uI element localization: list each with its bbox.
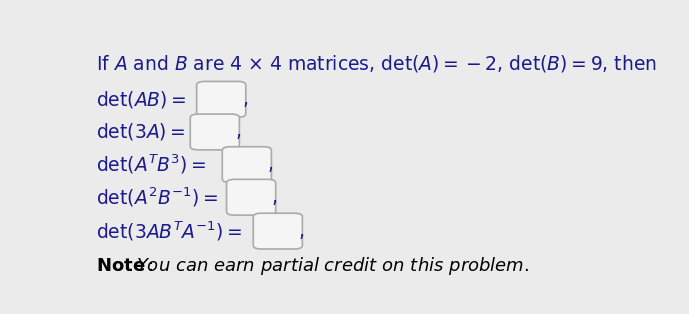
FancyBboxPatch shape [190, 114, 239, 150]
Text: det$(\mathit{A}^2 \mathit{B}^{-1}) = $: det$(\mathit{A}^2 \mathit{B}^{-1}) = $ [96, 186, 218, 209]
Text: ,: , [268, 155, 274, 174]
Text: det$(3\mathit{A}\mathit{B}^T \mathit{A}^{-1}) = $: det$(3\mathit{A}\mathit{B}^T \mathit{A}^… [96, 219, 242, 243]
FancyBboxPatch shape [223, 147, 271, 182]
Text: det$(\mathit{A}^T \mathit{B}^3) = $: det$(\mathit{A}^T \mathit{B}^3) = $ [96, 153, 206, 176]
Text: ,: , [298, 222, 305, 241]
Text: $\it{You\ can\ earn\ partial\ credit\ on\ this\ problem.}$: $\it{You\ can\ earn\ partial\ credit\ on… [136, 255, 529, 277]
Text: ,: , [236, 122, 242, 142]
Text: ,: , [272, 188, 278, 207]
Text: If $\mathit{A}$ and $\mathit{B}$ are 4 $\times$ 4 matrices, det$(\mathit{A}) = -: If $\mathit{A}$ and $\mathit{B}$ are 4 $… [96, 52, 657, 73]
FancyBboxPatch shape [196, 81, 246, 117]
FancyBboxPatch shape [227, 179, 276, 215]
Text: det$(\mathit{AB}) = $: det$(\mathit{AB}) = $ [96, 89, 186, 110]
Text: $\bf{Note}$$\rm{:}$: $\bf{Note}$$\rm{:}$ [96, 257, 154, 275]
FancyBboxPatch shape [254, 213, 302, 249]
Text: ,: , [242, 90, 248, 109]
Text: det$(3\mathit{A}) = $: det$(3\mathit{A}) = $ [96, 122, 185, 143]
